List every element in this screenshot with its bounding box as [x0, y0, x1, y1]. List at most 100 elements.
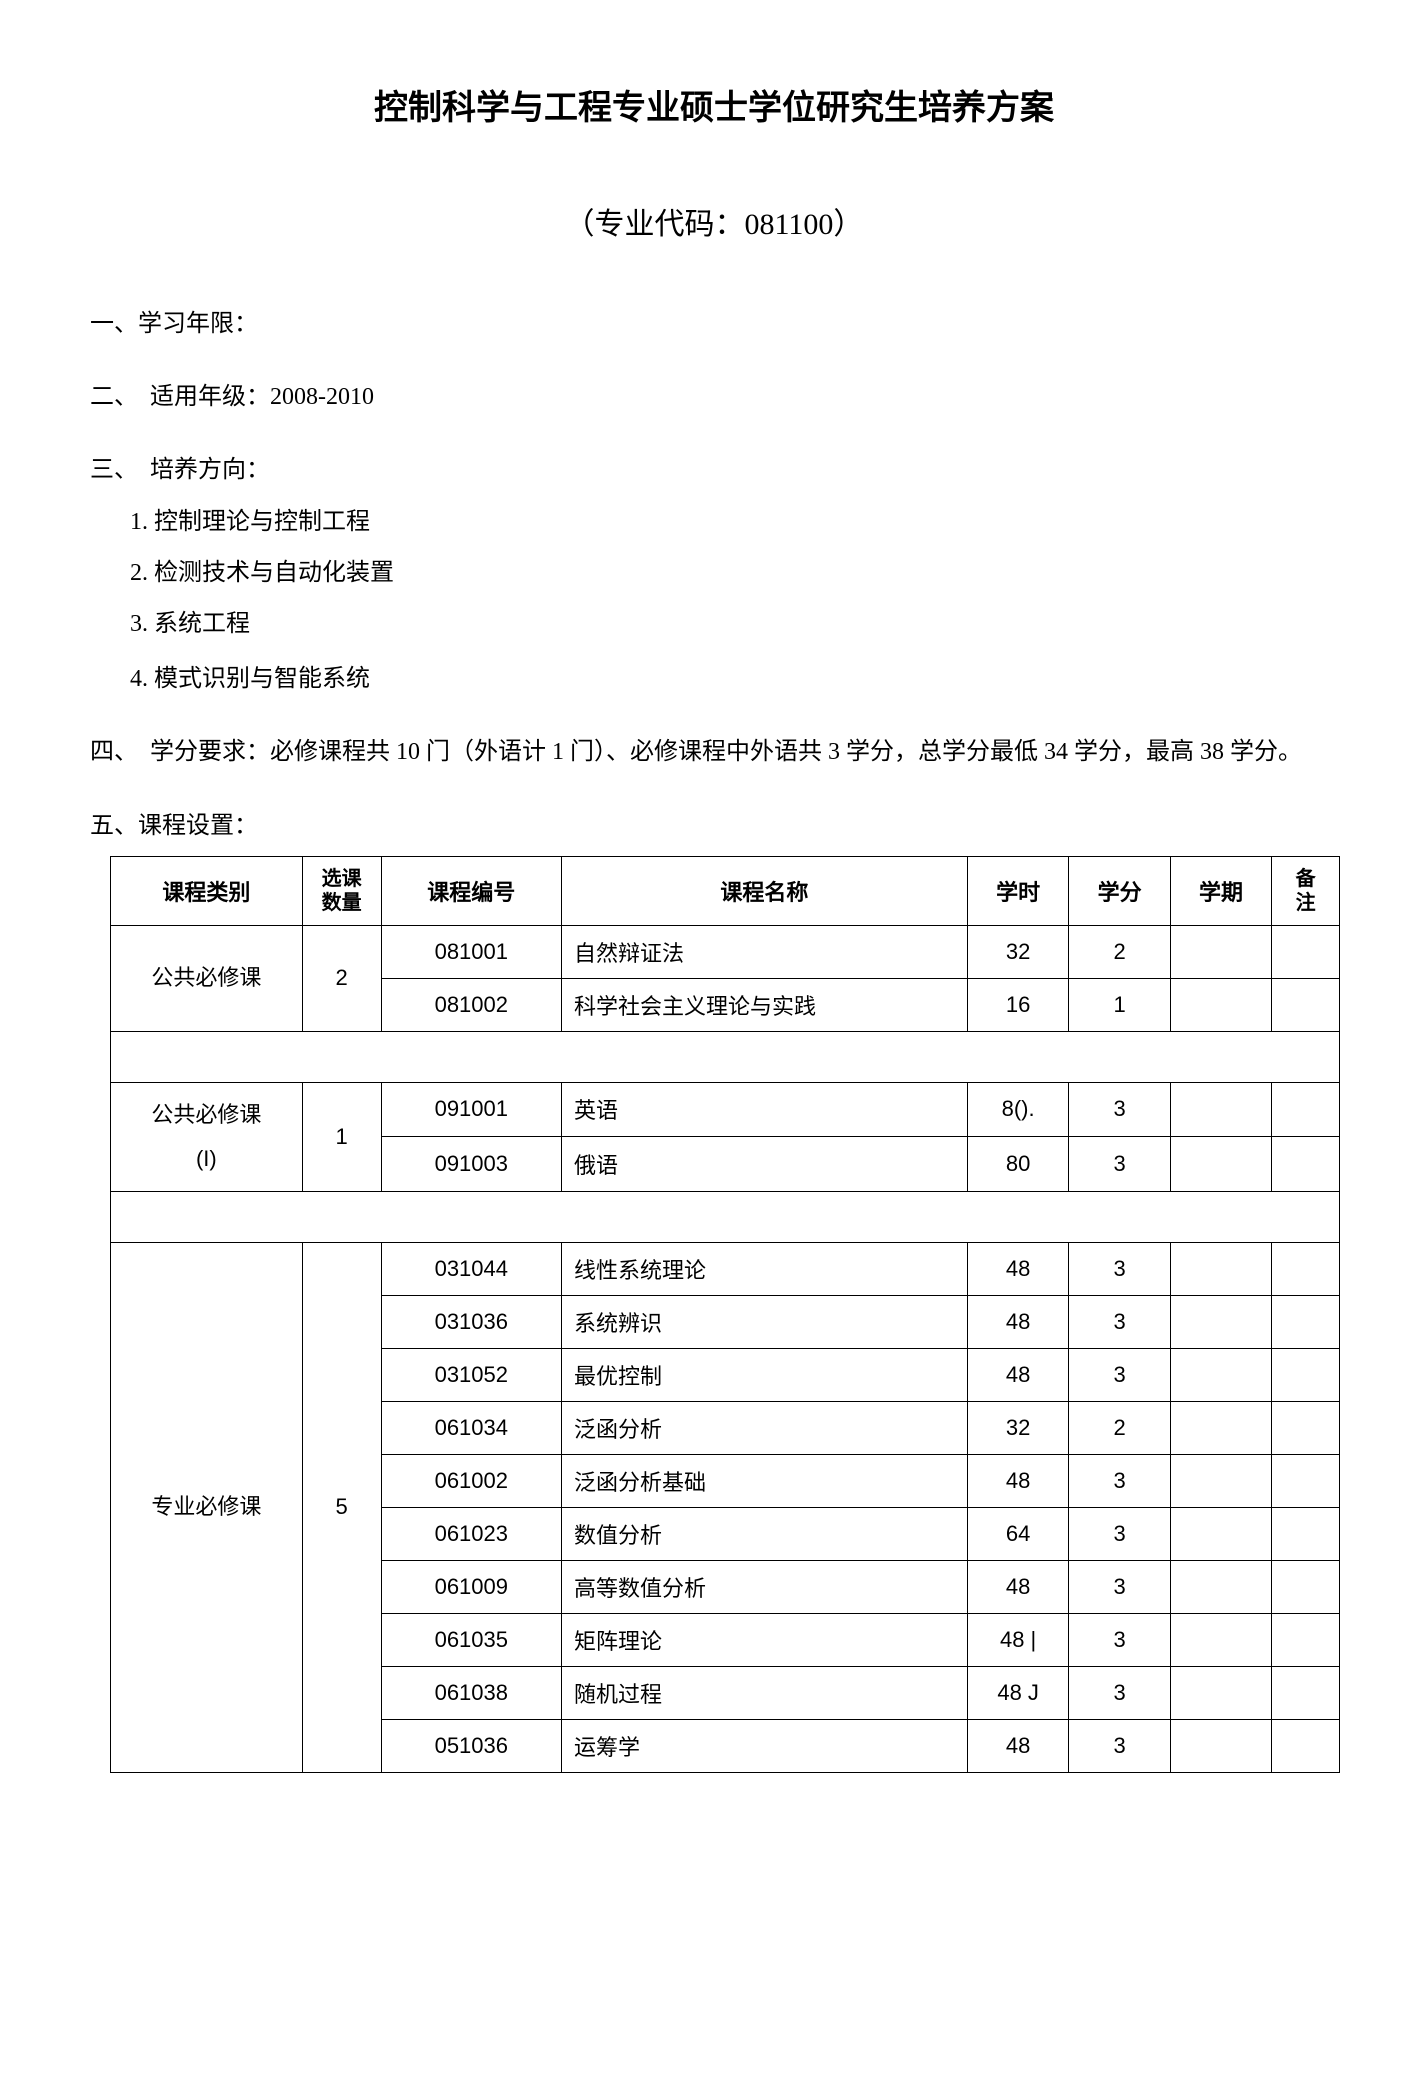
- name-cell: 数值分析: [561, 1507, 967, 1560]
- code-cell: 061035: [381, 1613, 561, 1666]
- header-qty: 选课 数量: [302, 856, 381, 925]
- name-cell: 英语: [561, 1082, 967, 1137]
- header-name: 课程名称: [561, 856, 967, 925]
- name-cell: 线性系统理论: [561, 1242, 967, 1295]
- name-cell: 运筹学: [561, 1719, 967, 1772]
- spacer-row: [111, 1031, 1340, 1082]
- credit-cell: 3: [1069, 1666, 1170, 1719]
- category-1-line2: (I): [196, 1146, 217, 1171]
- note-cell: [1272, 1137, 1340, 1192]
- section-2-text: 二、 适用年级：2008-2010: [90, 376, 1338, 419]
- name-cell: 矩阵理论: [561, 1613, 967, 1666]
- code-cell: 051036: [381, 1719, 561, 1772]
- term-cell: [1170, 1137, 1271, 1192]
- qty-cell-0: 2: [302, 925, 381, 1031]
- code-cell: 061002: [381, 1454, 561, 1507]
- name-cell: 系统辨识: [561, 1295, 967, 1348]
- code-cell: 091001: [381, 1082, 561, 1137]
- code-cell: 031036: [381, 1295, 561, 1348]
- document-page: 控制科学与工程专业硕士学位研究生培养方案 （专业代码：081100） 一、学习年…: [0, 0, 1428, 2094]
- hours-cell: 48 J: [967, 1666, 1068, 1719]
- section-5-text: 五、课程设置：: [90, 805, 1338, 848]
- note-cell: [1272, 1454, 1340, 1507]
- section-2: 二、 适用年级：2008-2010: [90, 376, 1338, 419]
- section-3: 三、 培养方向： 1. 控制理论与控制工程 2. 检测技术与自动化装置 3. 系…: [90, 449, 1338, 701]
- section-1: 一、学习年限：: [90, 303, 1338, 346]
- page-subtitle: （专业代码：081100）: [90, 199, 1338, 243]
- table-header-row: 课程类别 选课 数量 课程编号 课程名称 学时 学分 学期 备 注: [111, 856, 1340, 925]
- note-cell: [1272, 925, 1340, 978]
- code-cell: 031044: [381, 1242, 561, 1295]
- credit-cell: 2: [1069, 1401, 1170, 1454]
- credit-cell: 3: [1069, 1242, 1170, 1295]
- term-cell: [1170, 1242, 1271, 1295]
- code-cell: 091003: [381, 1137, 561, 1192]
- hours-cell: 48: [967, 1454, 1068, 1507]
- note-cell: [1272, 1082, 1340, 1137]
- name-cell: 随机过程: [561, 1666, 967, 1719]
- term-cell: [1170, 1613, 1271, 1666]
- table-row: 公共必修课 (I) 1 091001 英语 8(). 3: [111, 1082, 1340, 1137]
- credit-cell: 3: [1069, 1613, 1170, 1666]
- credit-cell: 2: [1069, 925, 1170, 978]
- section-1-text: 一、学习年限：: [90, 303, 1338, 346]
- category-cell-0: 公共必修课: [111, 925, 303, 1031]
- direction-3: 3. 系统工程: [90, 603, 1338, 646]
- header-note-line2: 注: [1296, 892, 1316, 914]
- qty-cell-2: 5: [302, 1242, 381, 1772]
- credit-cell: 3: [1069, 1082, 1170, 1137]
- note-cell: [1272, 1666, 1340, 1719]
- credit-cell: 1: [1069, 978, 1170, 1031]
- qty-cell-1: 1: [302, 1082, 381, 1191]
- category-1-line1: 公共必修课: [151, 1102, 261, 1127]
- section-3-text: 三、 培养方向：: [90, 449, 1338, 492]
- term-cell: [1170, 1719, 1271, 1772]
- section-4: 四、 学分要求：必修课程共 10 门（外语计 1 门）、必修课程中外语共 3 学…: [90, 731, 1338, 774]
- name-cell: 高等数值分析: [561, 1560, 967, 1613]
- term-cell: [1170, 978, 1271, 1031]
- note-cell: [1272, 1242, 1340, 1295]
- name-cell: 俄语: [561, 1137, 967, 1192]
- header-qty-line1: 选课: [322, 868, 362, 890]
- term-cell: [1170, 1401, 1271, 1454]
- name-cell: 科学社会主义理论与实践: [561, 978, 967, 1031]
- direction-2: 2. 检测技术与自动化装置: [90, 552, 1338, 595]
- note-cell: [1272, 1401, 1340, 1454]
- term-cell: [1170, 1348, 1271, 1401]
- credit-cell: 3: [1069, 1295, 1170, 1348]
- course-table: 课程类别 选课 数量 课程编号 课程名称 学时 学分 学期 备 注 公共必修课 …: [110, 856, 1340, 1773]
- credit-cell: 3: [1069, 1348, 1170, 1401]
- hours-cell: 48 |: [967, 1613, 1068, 1666]
- header-category: 课程类别: [111, 856, 303, 925]
- table-row: 专业必修课 5 031044 线性系统理论 48 3: [111, 1242, 1340, 1295]
- credit-cell: 3: [1069, 1507, 1170, 1560]
- code-cell: 081001: [381, 925, 561, 978]
- credit-cell: 3: [1069, 1719, 1170, 1772]
- credit-cell: 3: [1069, 1137, 1170, 1192]
- hours-cell: 48: [967, 1242, 1068, 1295]
- credit-cell: 3: [1069, 1454, 1170, 1507]
- term-cell: [1170, 1666, 1271, 1719]
- note-cell: [1272, 978, 1340, 1031]
- name-cell: 最优控制: [561, 1348, 967, 1401]
- hours-cell: 16: [967, 978, 1068, 1031]
- code-cell: 081002: [381, 978, 561, 1031]
- category-cell-2: 专业必修课: [111, 1242, 303, 1772]
- header-note-line1: 备: [1296, 868, 1316, 890]
- section-4-text: 四、 学分要求：必修课程共 10 门（外语计 1 门）、必修课程中外语共 3 学…: [90, 731, 1338, 774]
- hours-cell: 48: [967, 1560, 1068, 1613]
- code-cell: 061023: [381, 1507, 561, 1560]
- hours-cell: 48: [967, 1348, 1068, 1401]
- term-cell: [1170, 1507, 1271, 1560]
- header-term: 学期: [1170, 856, 1271, 925]
- page-title: 控制科学与工程专业硕士学位研究生培养方案: [90, 80, 1338, 129]
- category-cell-1: 公共必修课 (I): [111, 1082, 303, 1191]
- note-cell: [1272, 1560, 1340, 1613]
- term-cell: [1170, 1082, 1271, 1137]
- term-cell: [1170, 925, 1271, 978]
- hours-cell: 32: [967, 1401, 1068, 1454]
- term-cell: [1170, 1295, 1271, 1348]
- hours-cell: 8().: [967, 1082, 1068, 1137]
- hours-cell: 48: [967, 1295, 1068, 1348]
- header-qty-line2: 数量: [322, 892, 362, 914]
